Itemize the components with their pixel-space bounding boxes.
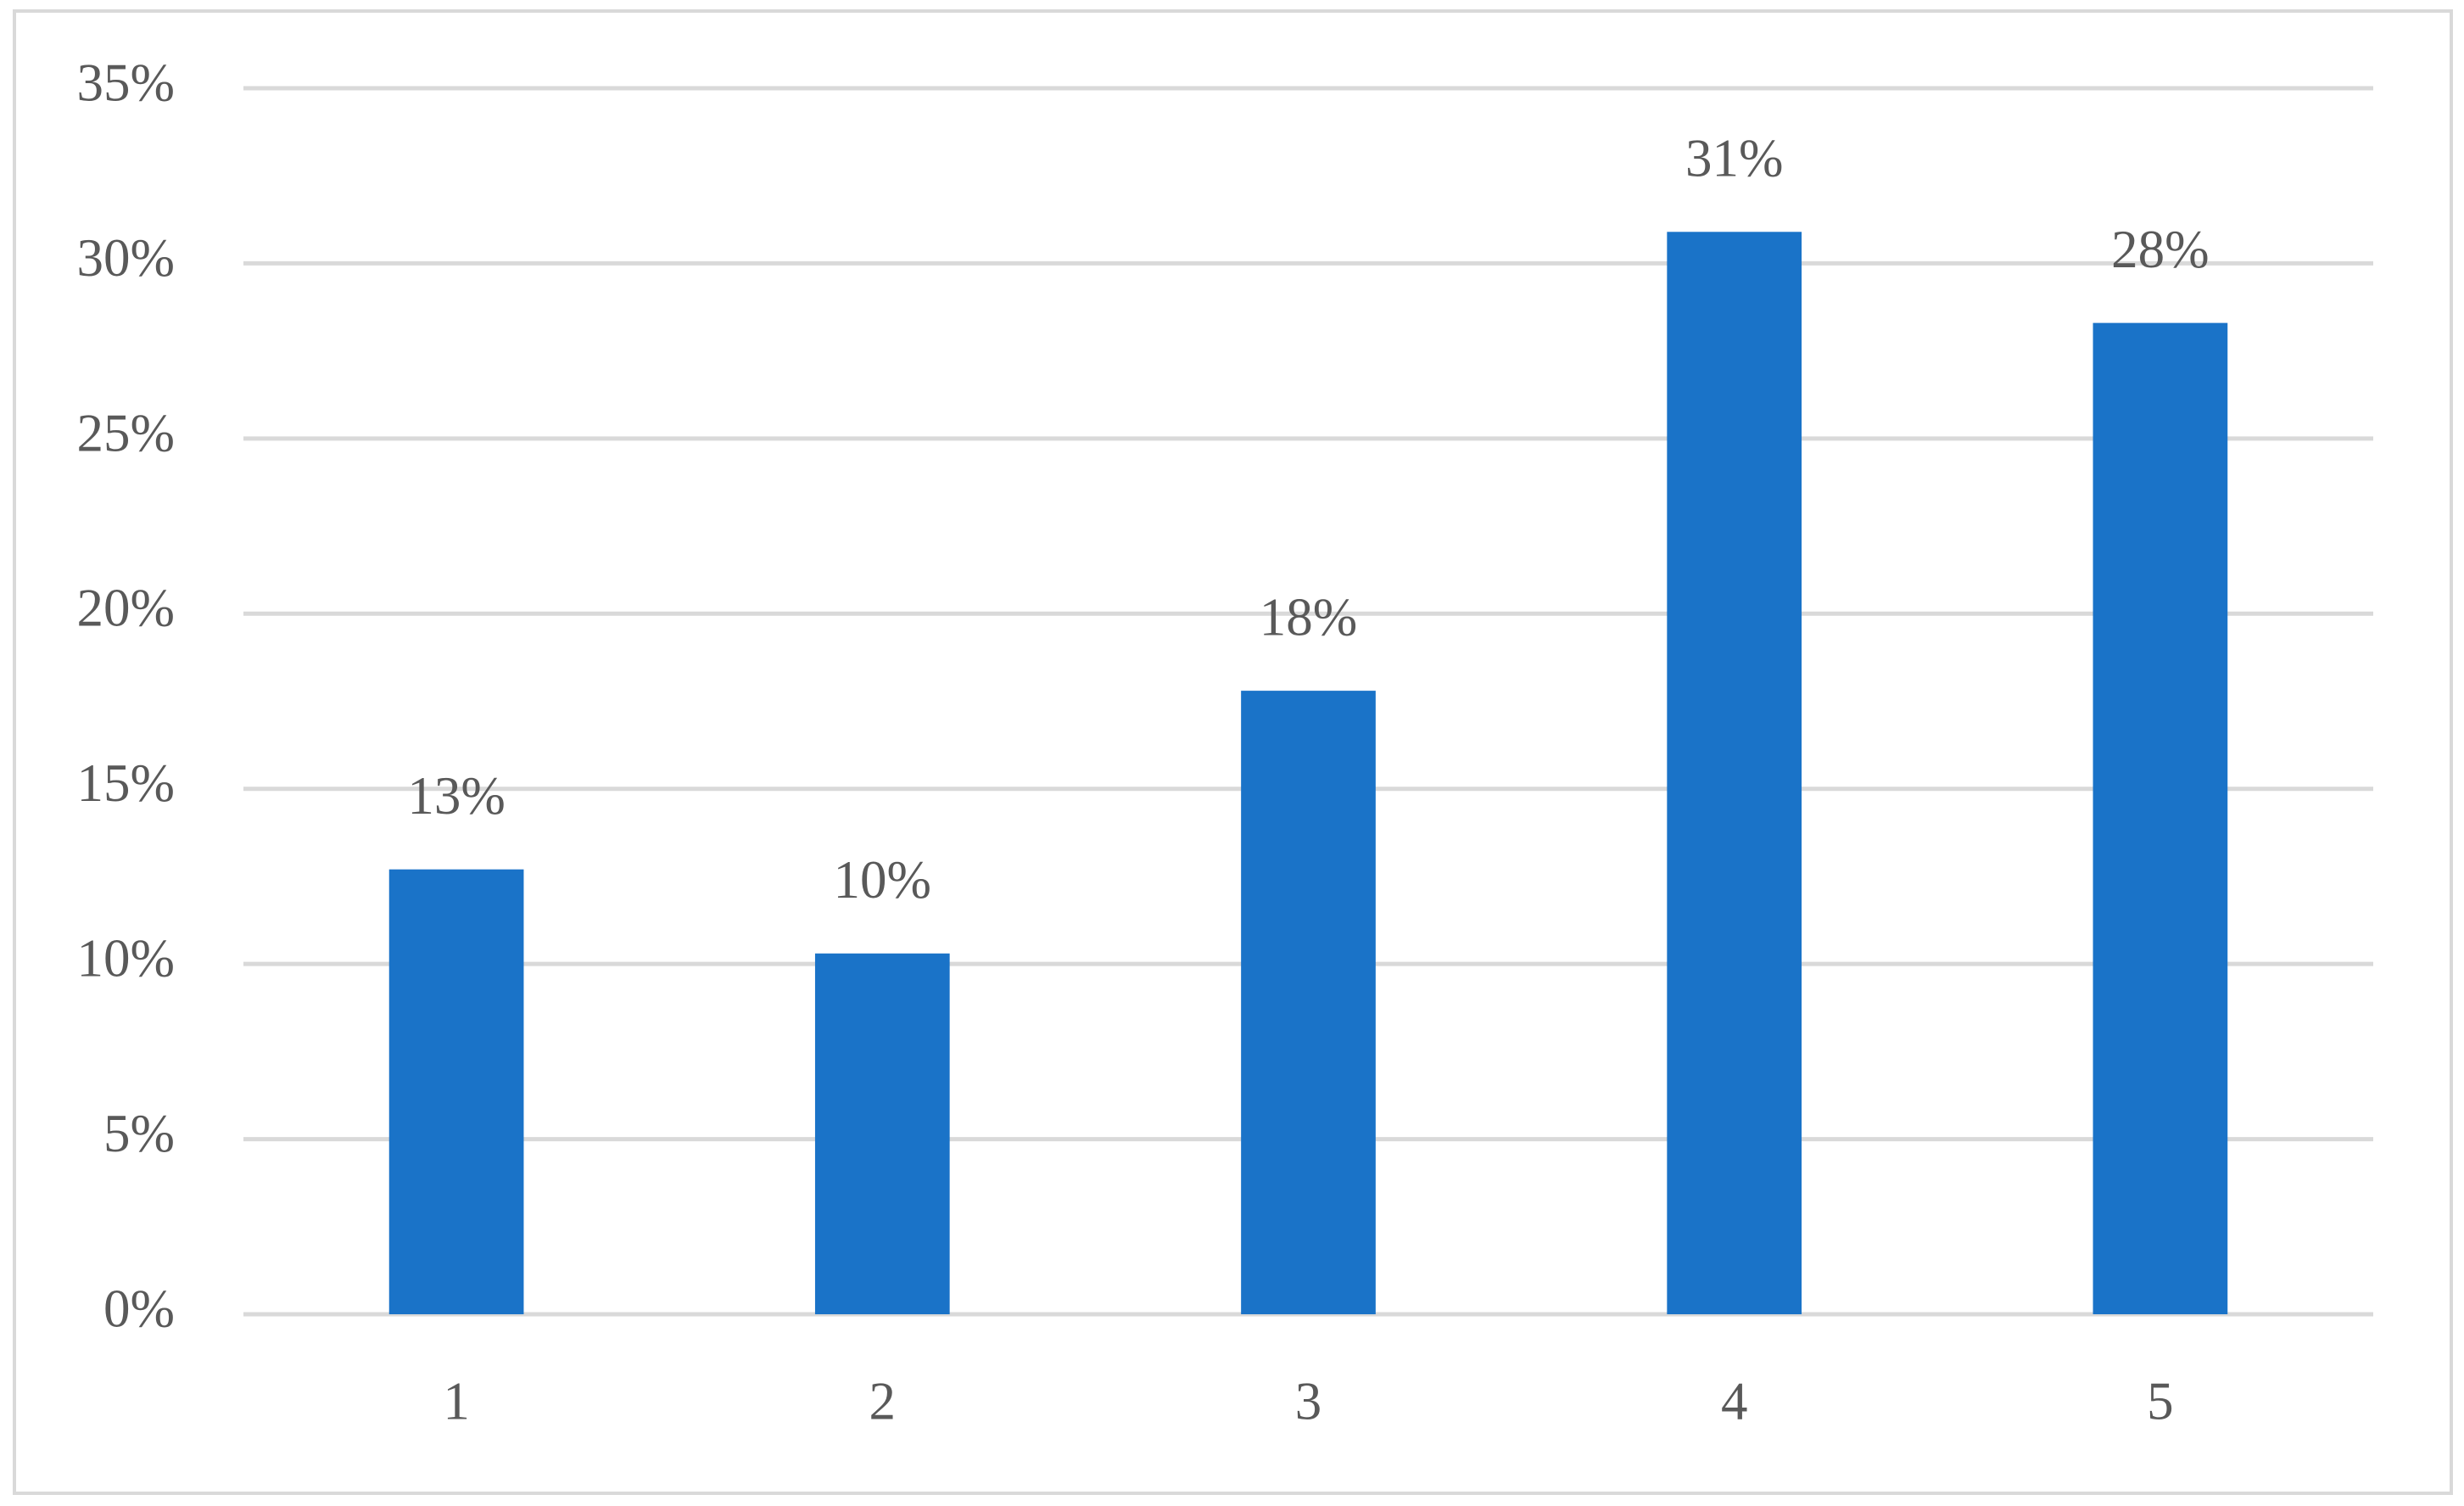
bar bbox=[1667, 232, 1802, 1314]
x-tick-label: 5 bbox=[2147, 1371, 2174, 1430]
y-tick-label: 10% bbox=[77, 929, 175, 988]
y-tick-label: 30% bbox=[77, 228, 175, 288]
x-tick-label: 3 bbox=[1295, 1371, 1322, 1430]
value-label: 28% bbox=[2111, 220, 2209, 279]
value-label: 10% bbox=[834, 850, 931, 910]
value-label: 31% bbox=[1685, 129, 1783, 188]
y-tick-label: 5% bbox=[103, 1104, 175, 1163]
y-tick-label: 35% bbox=[77, 53, 175, 112]
bar bbox=[388, 869, 524, 1314]
value-label: 18% bbox=[1260, 588, 1357, 647]
x-tick-label: 2 bbox=[869, 1371, 897, 1430]
bar bbox=[2092, 322, 2228, 1315]
y-tick-label: 0% bbox=[103, 1279, 175, 1338]
x-tick-label: 4 bbox=[1721, 1371, 1748, 1430]
chart-border bbox=[13, 9, 2453, 1495]
y-tick-label: 15% bbox=[77, 753, 175, 813]
y-tick-label: 20% bbox=[77, 579, 175, 638]
bar bbox=[1241, 691, 1376, 1314]
value-label: 13% bbox=[407, 766, 505, 826]
y-tick-label: 25% bbox=[77, 403, 175, 462]
bar bbox=[814, 953, 950, 1314]
x-tick-label: 1 bbox=[443, 1371, 470, 1430]
